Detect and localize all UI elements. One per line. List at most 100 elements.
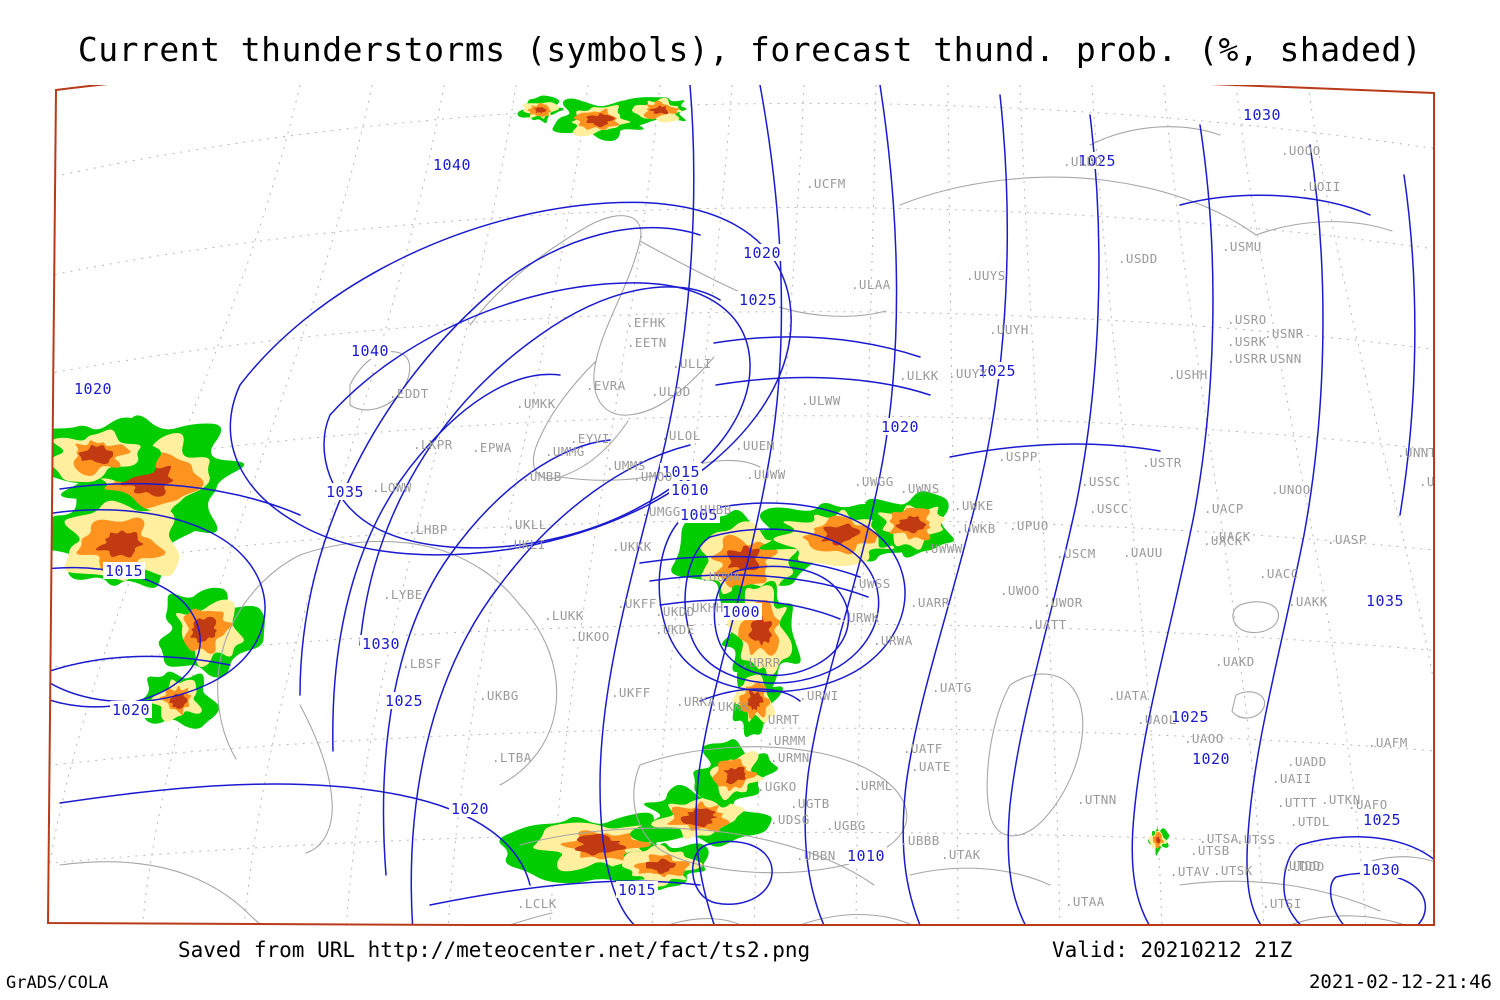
svg-text:1030: 1030 [1362,861,1400,879]
svg-text:.UWWW: .UWWW [923,541,963,556]
svg-text:.ULAA: .ULAA [851,277,891,292]
svg-text:.LUKK: .LUKK [544,608,584,623]
svg-text:.UMGG: .UMGG [641,504,681,519]
svg-text:.LBSF: .LBSF [402,656,442,671]
svg-text:.UACK: .UACK [1211,529,1251,544]
svg-text:.URML: .URML [853,778,893,793]
svg-text:1035: 1035 [326,483,364,501]
svg-text:1015: 1015 [105,562,143,580]
svg-text:1020: 1020 [74,380,112,398]
svg-text:.URMM: .URMM [766,733,806,748]
svg-text:.UKKK: .UKKK [710,699,750,714]
svg-text:.UMMS: .UMMS [606,458,646,473]
svg-text:.UUYY: .UUYY [948,366,988,381]
svg-text:1015: 1015 [618,881,656,899]
svg-text:.URKA: .URKA [676,694,716,709]
svg-text:.LYBE: .LYBE [383,587,423,602]
svg-text:.LTBA: .LTBA [492,750,532,765]
svg-text:.UAFM: .UAFM [1368,735,1408,750]
svg-text:1020: 1020 [1192,750,1230,768]
svg-text:.URWA: .URWA [873,633,913,648]
svg-text:.UWGG: .UWGG [854,474,894,489]
svg-text:.UTAA: .UTAA [1065,894,1105,909]
svg-text:.ULOL: .ULOL [661,428,701,443]
svg-text:.UTSS: .UTSS [1236,832,1276,847]
svg-text:.UAKK: .UAKK [1288,594,1328,609]
svg-text:1015: 1015 [662,463,700,481]
svg-text:.URMT: .URMT [760,712,800,727]
svg-text:.ULWW: .ULWW [801,393,841,408]
svg-text:.LKPR: .LKPR [413,437,453,452]
svg-text:.UUWA: .UUWA [701,569,741,584]
svg-text:.EFHK: .EFHK [626,315,666,330]
svg-text:.EYVI: .EYVI [570,431,610,446]
svg-text:.UWOR: .UWOR [1043,595,1083,610]
map-svg[interactable]: 1040 1040 1035 1035 1030 1030 1030 1025 1025 1025… [0,85,1500,930]
svg-text:.UKFF: .UKFF [617,596,657,611]
svg-text:.UKBG: .UKBG [479,688,519,703]
svg-text:.UATE: .UATE [911,759,951,774]
svg-text:.USPP: .USPP [998,449,1038,464]
svg-text:.LHBP: .LHBP [408,522,448,537]
svg-text:1025: 1025 [1363,811,1401,829]
svg-text:1020: 1020 [112,701,150,719]
svg-text:.USRK: .USRK [1227,334,1267,349]
svg-text:.UWOO: .UWOO [1000,583,1040,598]
svg-text:.UACK: .UACK [1203,533,1243,548]
svg-text:.UASP: .UASP [1327,532,1367,547]
svg-text:.USDD: .USDD [1118,251,1158,266]
svg-text:.UWSS: .UWSS [851,576,891,591]
svg-text:.UACC: .UACC [1259,566,1299,581]
svg-text:.UKFF: .UKFF [611,685,651,700]
svg-text:.UAOL: .UAOL [1137,712,1177,727]
svg-text:.UMMG: .UMMG [545,444,585,459]
svg-text:.UKBB: .UKBB [1419,474,1459,489]
svg-text:.USNN: .USNN [1262,351,1302,366]
svg-text:.UTKN: .UTKN [1321,792,1361,807]
svg-text:.UTSK: .UTSK [1213,863,1253,878]
svg-text:.UTSA: .UTSA [1199,831,1239,846]
svg-text:.UUYH: .UUYH [989,322,1029,337]
svg-text:.USNR: .USNR [1264,326,1304,341]
map-canvas[interactable]: 1040 1040 1035 1035 1030 1030 1030 1025 1025 1025… [0,85,1500,930]
svg-text:.UMKK: .UMKK [516,396,556,411]
svg-text:.UWKE: .UWKE [954,498,994,513]
svg-text:.USMU: .USMU [1222,239,1262,254]
svg-text:.UPUO: .UPUO [1009,518,1049,533]
svg-text:.UARR: .UARR [910,595,950,610]
svg-text:.UATA: .UATA [1108,688,1148,703]
svg-text:.UAUU: .UAUU [1123,545,1163,560]
svg-text:.UTTT: .UTTT [1277,795,1317,810]
svg-text:.UNOO: .UNOO [1271,482,1311,497]
svg-text:1020: 1020 [881,418,919,436]
svg-text:.UNNT: .UNNT [1397,445,1437,460]
svg-text:.UTSI: .UTSI [1262,896,1302,911]
svg-text:.UGTB: .UGTB [790,796,830,811]
svg-text:.UBBB: .UBBB [900,833,940,848]
svg-text:.UAOO: .UAOO [1184,731,1224,746]
svg-text:.UKHH: .UKHH [684,600,724,615]
svg-text:.UTSB: .UTSB [1190,843,1230,858]
svg-text:.UUWW: .UUWW [746,467,786,482]
svg-text:1040: 1040 [433,156,471,174]
svg-text:.EPWA: .EPWA [472,440,512,455]
svg-text:.USTR: .USTR [1142,455,1182,470]
svg-text:.UMBB: .UMBB [522,469,562,484]
station-labels: .UCFM .ULDD .UOOO .UOII .USDD .USMU .UUYS .ULAA… [372,143,1459,911]
svg-text:.UATT: .UATT [1027,617,1067,632]
svg-text:.URWI: .URWI [799,688,839,703]
svg-text:.UATF: .UATF [903,741,943,756]
isobar-labels: 1040 1040 1035 1035 1030 1030 1030 1025 1025 1025… [72,106,1406,899]
svg-text:.UGKO: .UGKO [757,779,797,794]
svg-text:.UAII: .UAII [1272,771,1312,786]
svg-text:.URMN: .URMN [770,750,810,765]
svg-text:.USRO: .USRO [1227,312,1267,327]
svg-text:.ULKK: .ULKK [899,368,939,383]
svg-text:.UGBG: .UGBG [826,818,866,833]
svg-text:.UKDD: .UKDD [655,604,695,619]
svg-text:1030: 1030 [362,635,400,653]
svg-text:.UADD: .UADD [1287,754,1327,769]
page-title: Current thunderstorms (symbols), forecas… [77,30,1423,69]
producer-label: GrADS/COLA [6,973,109,993]
svg-text:.UTAK: .UTAK [941,847,981,862]
